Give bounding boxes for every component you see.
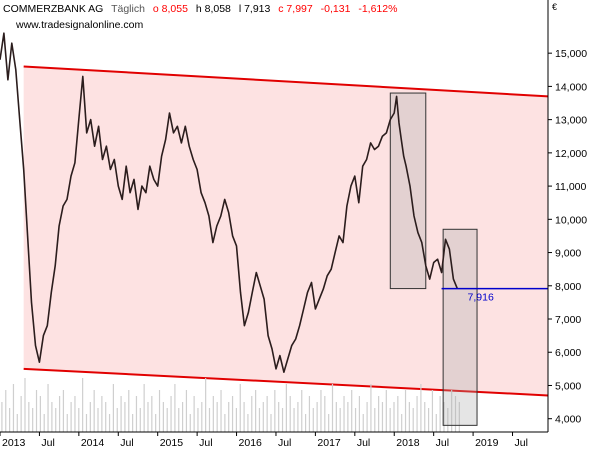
x-tick-label: Jul	[120, 437, 133, 449]
channel-lower-line	[23, 367, 549, 397]
x-tick-label: 2018	[396, 437, 420, 449]
marker-layer: 7,916	[441, 287, 548, 304]
channel-fill	[23, 66, 549, 396]
y-tick-label: 11,000	[555, 181, 586, 193]
marker-label: 7,916	[468, 292, 494, 304]
y-tick-label: 9,000	[555, 248, 581, 260]
channel-upper-line	[23, 65, 549, 98]
close-value: c 7,997	[278, 3, 313, 15]
x-tick-label: Jul	[436, 437, 449, 449]
y-tick-label: 15,000	[555, 48, 587, 60]
range-box-1	[389, 92, 427, 290]
currency-label: €	[552, 2, 558, 12]
change-value: -0,131	[320, 3, 351, 15]
y-tick-label: 4,000	[555, 414, 581, 426]
range-box-2	[442, 228, 478, 426]
x-tick-label: Jul	[41, 437, 54, 449]
y-tick-label: 5,000	[555, 380, 581, 392]
x-tick-label: 2016	[239, 437, 263, 449]
x-tick-label: 2019	[475, 437, 499, 449]
source-url: www.tradesignalonline.com	[16, 19, 144, 31]
low-value: l 7,913	[238, 3, 271, 15]
x-tick-label: Jul	[278, 437, 291, 449]
open-value: o 8,055	[152, 3, 188, 15]
y-tick-label: 10,000	[555, 214, 587, 226]
y-tick-label: 14,000	[555, 81, 587, 93]
x-tick-label: Jul	[515, 437, 528, 449]
y-tick-label: 6,000	[555, 347, 581, 359]
chart-header: COMMERZBANK AG Täglich o 8,055 h 8,058 l…	[3, 3, 402, 15]
interval-label: Täglich	[111, 3, 145, 15]
instrument-name: COMMERZBANK AG	[3, 3, 104, 15]
x-tick-label: 2017	[317, 437, 341, 449]
x-tick-label: 2013	[2, 437, 26, 449]
channel-layer	[23, 65, 549, 397]
high-value: h 8,058	[195, 3, 231, 15]
x-tick-label: 2014	[81, 437, 105, 449]
y-tick-label: 12,000	[555, 148, 587, 160]
change-pct-value: -1,612%	[358, 3, 398, 15]
price-layer	[0, 32, 459, 373]
box-layer	[389, 92, 478, 426]
y-tick-label: 13,000	[555, 115, 587, 127]
price-series-line	[0, 32, 459, 373]
y-tick-label: 8,000	[555, 281, 581, 293]
x-tick-label: 2015	[160, 437, 184, 449]
volume-layer	[1, 378, 460, 432]
x-tick-label: Jul	[357, 437, 370, 449]
x-tick-label: Jul	[199, 437, 212, 449]
y-tick-label: 7,000	[555, 314, 581, 326]
